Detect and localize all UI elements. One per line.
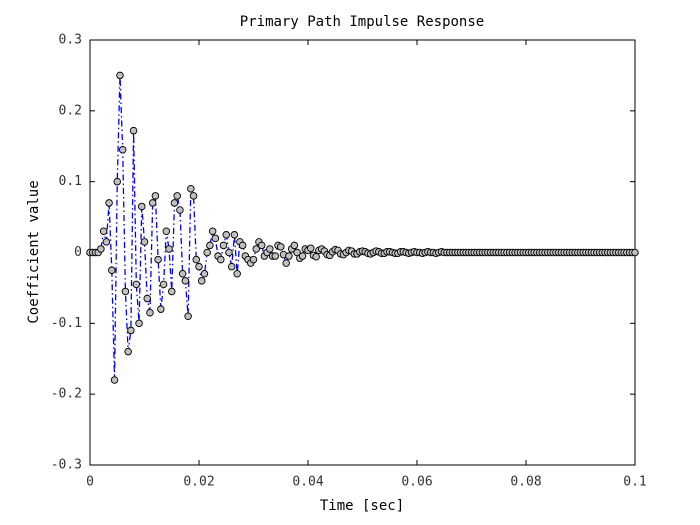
x-tick-label: 0.06 (401, 475, 432, 490)
marker (105, 199, 113, 207)
marker (135, 319, 143, 328)
marker (206, 241, 214, 250)
marker (238, 241, 247, 250)
marker (197, 277, 206, 285)
y-tick-label: -0.3 (51, 458, 82, 473)
marker (167, 287, 176, 296)
marker (181, 277, 190, 285)
chart-title: Primary Path Impulse Response (240, 14, 484, 30)
marker (195, 262, 203, 271)
marker (631, 248, 639, 257)
marker (271, 252, 280, 260)
marker (312, 252, 320, 261)
marker (113, 177, 121, 186)
marker (227, 262, 236, 271)
marker (132, 280, 141, 289)
marker (110, 376, 119, 384)
marker (173, 192, 181, 200)
marker (143, 294, 151, 303)
marker (290, 241, 299, 250)
marker (148, 199, 157, 207)
marker (121, 287, 130, 296)
marker (203, 248, 211, 257)
marker (277, 243, 285, 251)
marker (249, 255, 258, 264)
marker (187, 184, 195, 193)
x-tick-label: 0 (86, 475, 94, 490)
marker (184, 312, 192, 321)
marker (208, 227, 217, 235)
marker (252, 245, 260, 253)
marker (124, 347, 132, 356)
marker (165, 245, 173, 253)
marker (211, 234, 220, 243)
marker (102, 238, 111, 246)
y-tick-label: 0.3 (59, 33, 82, 48)
marker (306, 244, 315, 252)
marker (230, 231, 239, 239)
marker (140, 238, 149, 246)
marker (99, 227, 108, 235)
x-tick-label: 0.02 (183, 475, 214, 490)
marker (178, 270, 187, 278)
x-tick-label: 0.04 (292, 475, 323, 490)
marker (222, 231, 230, 239)
marker (108, 266, 116, 274)
marker (225, 248, 233, 257)
marker (157, 305, 165, 313)
marker (138, 202, 146, 211)
x-tick-label: 0.08 (510, 475, 541, 490)
marker (170, 199, 179, 207)
marker (200, 270, 209, 278)
marker (129, 126, 138, 135)
marker (217, 255, 225, 264)
y-tick-label: -0.2 (51, 387, 82, 402)
marker (298, 252, 307, 260)
marker (97, 245, 105, 253)
y-axis-label: Coefficient value (26, 180, 42, 323)
marker (154, 255, 162, 264)
marker (285, 252, 293, 260)
marker (151, 192, 160, 200)
marker (282, 259, 290, 267)
y-tick-label: 0.2 (59, 103, 82, 118)
marker (219, 241, 228, 250)
x-tick-label: 0.1 (623, 475, 646, 490)
marker (159, 280, 168, 289)
marker (176, 206, 184, 214)
marker (257, 241, 266, 250)
marker (116, 71, 124, 80)
marker (266, 245, 274, 253)
y-tick-label: 0 (74, 245, 82, 260)
marker (162, 227, 171, 235)
y-tick-label: 0.1 (59, 174, 82, 189)
marker (233, 270, 241, 278)
marker (189, 192, 198, 200)
y-tick-label: -0.1 (51, 316, 82, 331)
x-axis-label: Time [sec] (320, 498, 404, 514)
marker (146, 308, 154, 317)
marker (118, 146, 127, 154)
marker (127, 326, 135, 335)
marker (192, 255, 201, 264)
